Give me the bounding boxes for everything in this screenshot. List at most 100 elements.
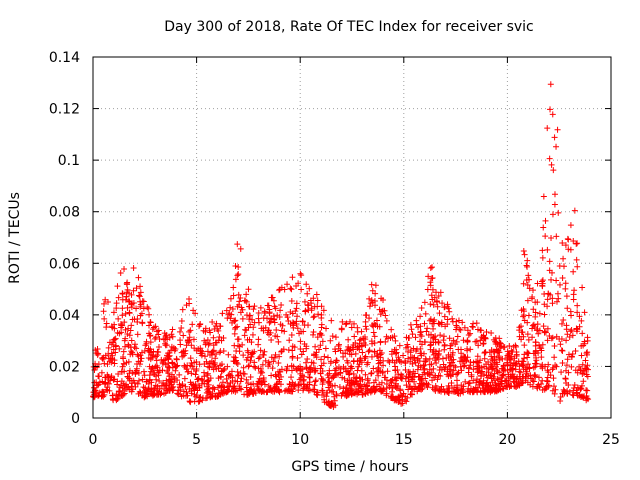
data-point [372, 377, 379, 384]
data-point [520, 313, 527, 320]
data-point [128, 322, 135, 329]
data-point [237, 294, 244, 301]
data-point [507, 373, 514, 380]
data-point [370, 329, 377, 336]
data-point [244, 380, 251, 387]
data-point [277, 321, 284, 328]
x-tick-label: 10 [291, 432, 309, 448]
data-point [234, 241, 241, 248]
data-point [239, 341, 246, 348]
data-point [496, 369, 503, 376]
data-point [485, 369, 492, 376]
data-point [439, 300, 446, 307]
y-tick-label: 0.1 [58, 153, 80, 169]
data-point [383, 333, 390, 340]
data-point [343, 368, 350, 375]
data-point [542, 217, 549, 224]
data-point [344, 347, 351, 354]
data-point [165, 350, 172, 357]
data-point [525, 312, 532, 319]
data-point [476, 381, 483, 388]
y-tick-label: 0.14 [49, 50, 80, 66]
data-point [186, 328, 193, 335]
data-point [538, 347, 545, 354]
data-point [447, 345, 454, 352]
data-point [139, 298, 146, 305]
data-point [583, 365, 590, 372]
data-point [117, 269, 124, 276]
data-point [243, 356, 250, 363]
data-point [412, 334, 419, 341]
data-point [213, 320, 220, 327]
data-point [430, 318, 437, 325]
data-point [444, 371, 451, 378]
data-point [171, 378, 178, 385]
data-point [545, 382, 552, 389]
data-point [195, 375, 202, 382]
data-point [530, 287, 537, 294]
data-point [430, 374, 437, 381]
data-point [243, 327, 250, 334]
data-point [402, 357, 409, 364]
data-point [130, 265, 137, 272]
data-point [115, 315, 122, 322]
data-point [122, 326, 129, 333]
data-point [525, 361, 532, 368]
data-point [407, 354, 414, 361]
data-point [383, 317, 390, 324]
data-point [268, 315, 275, 322]
data-point [445, 305, 452, 312]
data-point [358, 328, 365, 335]
data-point [134, 331, 141, 338]
data-point [368, 281, 375, 288]
data-point [278, 347, 285, 354]
data-point [139, 376, 146, 383]
data-point [544, 325, 551, 332]
data-point [205, 385, 212, 392]
data-point [426, 371, 433, 378]
data-point [248, 381, 255, 388]
x-axis-label: GPS time / hours [291, 459, 408, 475]
data-point [343, 357, 350, 364]
data-point [145, 387, 152, 394]
data-point [99, 388, 106, 395]
data-point [264, 302, 271, 309]
data-point [308, 359, 315, 366]
data-point [359, 376, 366, 383]
data-point [255, 355, 262, 362]
data-point [186, 300, 193, 307]
data-point [398, 359, 405, 366]
data-point [328, 375, 335, 382]
data-point [259, 361, 266, 368]
data-point [165, 363, 172, 370]
data-point [176, 381, 183, 388]
data-point [218, 368, 225, 375]
data-point [424, 325, 431, 332]
data-point [469, 323, 476, 330]
data-point [294, 313, 301, 320]
data-point [287, 285, 294, 292]
data-point [276, 388, 283, 395]
data-point [108, 350, 115, 357]
data-point [529, 294, 536, 301]
data-point [371, 302, 378, 309]
data-point [524, 257, 531, 264]
data-point [479, 387, 486, 394]
data-point [261, 308, 268, 315]
data-point [583, 350, 590, 357]
data-point [332, 334, 339, 341]
data-point [568, 363, 575, 370]
data-point [177, 341, 184, 348]
data-point [321, 353, 328, 360]
data-point [313, 291, 320, 298]
data-point [365, 348, 372, 355]
data-point [544, 303, 551, 310]
data-point [418, 341, 425, 348]
data-point [275, 387, 282, 394]
data-point [139, 320, 146, 327]
data-point [251, 363, 258, 370]
data-point [113, 305, 120, 312]
data-point [133, 367, 140, 374]
data-point [351, 320, 358, 327]
data-point [385, 357, 392, 364]
